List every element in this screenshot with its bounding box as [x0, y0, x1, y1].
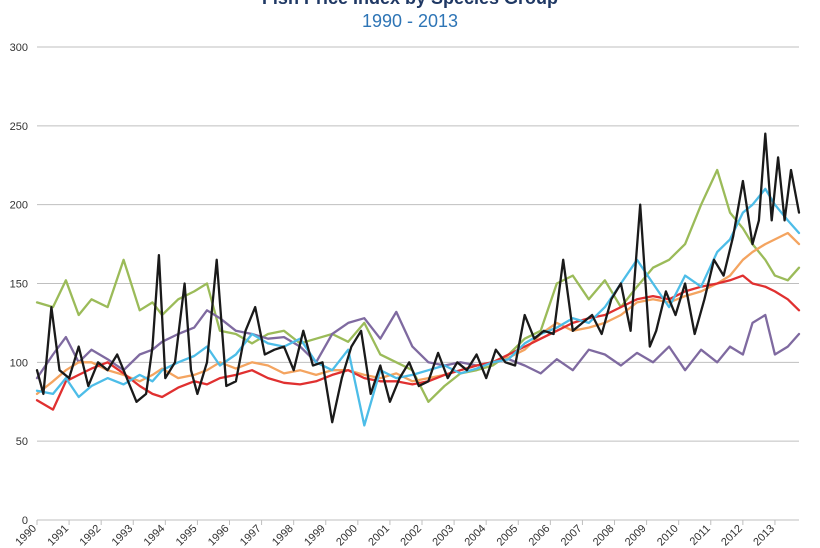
x-tick-label: 1994 [142, 523, 168, 548]
x-tick-label: 2005 [495, 523, 521, 548]
series-line-2 [35, 309, 801, 380]
x-tick-label: 2001 [366, 523, 392, 548]
x-tick-label: 2013 [751, 523, 777, 548]
y-tick-label: 250 [10, 121, 28, 133]
series-line-6 [35, 132, 801, 424]
x-axis: 1990 1991 1992 1993 1994 1995 1996 1997 1998 1999… [13, 520, 777, 548]
x-tick-label: 2006 [527, 523, 553, 548]
x-tick-label: 2010 [655, 523, 681, 548]
x-tick-label: 2000 [334, 523, 360, 548]
y-tick-label: 150 [10, 279, 28, 291]
x-tick-label: 2009 [623, 523, 649, 548]
y-tick-label: 0 [22, 515, 28, 527]
x-tick-label: 2007 [559, 523, 585, 548]
x-tick-label: 2011 [688, 523, 713, 548]
x-tick-label: 2012 [719, 523, 745, 548]
x-tick-label: 1992 [77, 523, 103, 548]
x-tick-label: 1996 [206, 523, 232, 548]
chart-title: Fish Price Index by Species Group [262, 0, 558, 8]
chart-subtitle: 1990 - 2013 [362, 11, 458, 31]
x-tick-label: 1995 [174, 523, 200, 548]
x-tick-label: 1998 [270, 523, 296, 548]
x-tick-label: 1990 [13, 523, 39, 548]
y-tick-label: 50 [16, 436, 28, 448]
x-tick-label: 2003 [430, 523, 456, 548]
x-tick-label: 2002 [398, 523, 424, 548]
x-tick-label: 1999 [302, 523, 328, 548]
x-tick-label: 1991 [45, 523, 71, 548]
y-axis: 0 50 100 150 200 250 300 [10, 42, 28, 527]
y-tick-label: 200 [10, 200, 28, 212]
x-tick-label: 2004 [463, 523, 489, 548]
series-lines [35, 132, 801, 427]
x-tick-label: 1997 [238, 523, 264, 548]
series-line-5 [35, 187, 801, 427]
x-tick-label: 2008 [591, 523, 617, 548]
series-line-4 [35, 274, 801, 411]
y-tick-label: 300 [10, 42, 28, 54]
x-tick-label: 1993 [110, 523, 136, 548]
y-tick-label: 100 [10, 357, 28, 369]
series-line-3 [35, 231, 801, 396]
